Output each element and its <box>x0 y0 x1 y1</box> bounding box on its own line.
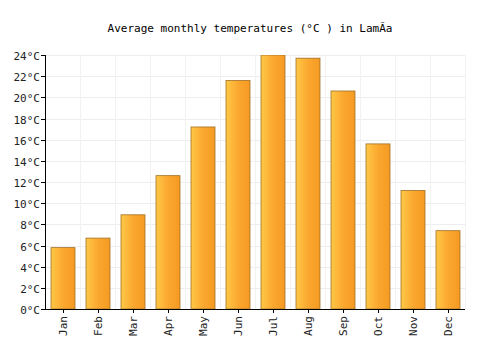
y-tick <box>41 246 45 247</box>
y-tick <box>41 97 45 98</box>
y-tick <box>41 161 45 162</box>
y-tick <box>41 203 45 204</box>
x-tick-label: Oct <box>372 316 385 336</box>
x-axis: Jan Feb Mar Apr May Jun Jul Aug Sep Oct Nov Dec <box>57 309 455 336</box>
x-tick-label: Jun <box>232 316 245 336</box>
bar <box>296 58 320 309</box>
x-tick-label: Mar <box>127 316 140 336</box>
grid-line-vertical <box>45 55 46 309</box>
chart-container: Average monthly temperatures (°C ) in La… <box>0 0 500 350</box>
grid-line-vertical <box>360 55 361 309</box>
bar <box>51 248 75 309</box>
y-tick-label: 0°C <box>20 304 40 317</box>
x-tick-label: Jul <box>267 316 280 336</box>
x-tick-label: May <box>197 316 210 336</box>
x-tick-label: Jan <box>57 316 70 336</box>
grid-line-vertical <box>395 55 396 309</box>
bars <box>51 55 460 309</box>
x-tick-label: Apr <box>162 316 175 336</box>
grid-line-vertical <box>325 55 326 309</box>
bar <box>401 190 425 309</box>
y-tick-label: 2°C <box>20 283 40 296</box>
x-tick-label: Dec <box>442 316 455 336</box>
grid-line-vertical <box>80 55 81 309</box>
grid <box>45 55 466 310</box>
y-tick <box>41 55 45 56</box>
y-tick-label: 14°C <box>14 156 41 169</box>
grid-line-vertical <box>220 55 221 309</box>
bar <box>156 176 180 309</box>
grid-line-vertical <box>290 55 291 309</box>
x-tick-label: Sep <box>337 316 350 336</box>
chart: Average monthly temperatures (°C ) in La… <box>0 0 500 350</box>
grid-line-vertical <box>465 55 466 309</box>
y-tick-label: 4°C <box>20 262 40 275</box>
y-axis: 0°C 2°C 4°C 6°C 8°C 10°C 12°C 14°C 16°C 18°C 20°C 2… <box>14 50 46 317</box>
y-tick-label: 24°C <box>14 50 41 63</box>
grid-line-vertical <box>115 55 116 309</box>
bar <box>121 215 145 309</box>
bar <box>436 231 460 309</box>
y-tick <box>41 288 45 289</box>
y-tick-label: 16°C <box>14 135 41 148</box>
bar <box>366 144 390 309</box>
y-axis-line <box>45 55 46 309</box>
y-tick <box>41 224 45 225</box>
y-tick-label: 8°C <box>20 219 40 232</box>
bar <box>226 80 250 309</box>
bar <box>191 127 215 309</box>
y-tick <box>41 309 45 310</box>
y-tick-label: 18°C <box>14 114 41 127</box>
bar <box>331 91 355 309</box>
bar <box>261 55 285 309</box>
title: Average monthly temperatures (°C ) in La… <box>108 22 393 35</box>
y-tick <box>41 140 45 141</box>
y-tick <box>41 76 45 77</box>
y-tick <box>41 119 45 120</box>
x-tick-label: Aug <box>302 316 315 336</box>
bar <box>86 238 110 309</box>
y-tick <box>41 267 45 268</box>
y-tick-label: 6°C <box>20 241 40 254</box>
grid-line-vertical <box>430 55 431 309</box>
y-tick-label: 22°C <box>14 71 41 84</box>
y-tick-label: 12°C <box>14 177 41 190</box>
y-tick-label: 20°C <box>14 92 41 105</box>
grid-line-vertical <box>185 55 186 309</box>
y-tick <box>41 182 45 183</box>
y-tick-label: 10°C <box>14 198 41 211</box>
x-axis-line <box>45 309 465 310</box>
grid-line-vertical <box>150 55 151 309</box>
grid-line <box>45 309 465 310</box>
x-tick-label: Nov <box>407 316 420 336</box>
grid-line-vertical <box>255 55 256 309</box>
x-tick-label: Feb <box>92 316 105 336</box>
